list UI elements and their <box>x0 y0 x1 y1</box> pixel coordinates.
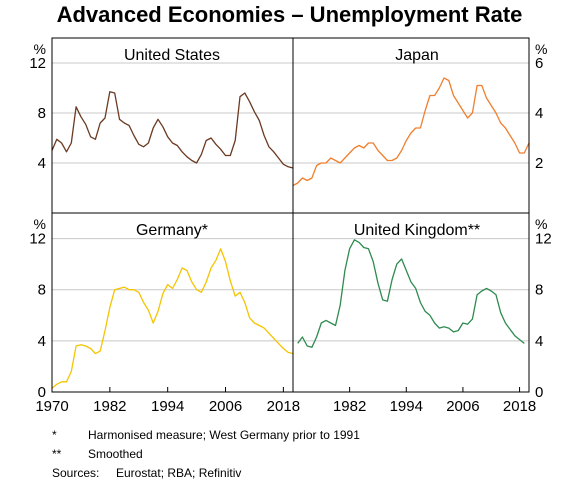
y-tick-label: 4 <box>38 155 46 172</box>
y-tick-label: 8 <box>535 282 543 299</box>
x-tick-label: 1994 <box>151 398 184 415</box>
panel-title: United States <box>124 47 220 64</box>
y-unit-label: % <box>34 216 46 232</box>
series-line <box>51 248 294 389</box>
y-tick-label: 12 <box>29 231 46 248</box>
x-tick-label: 1970 <box>35 398 68 415</box>
footnote-mark: ** <box>52 447 62 461</box>
y-tick-label: 6 <box>535 55 543 72</box>
sources-label: Sources: <box>52 466 100 480</box>
y-tick-label: 4 <box>535 105 543 122</box>
y-unit-label: % <box>535 41 547 57</box>
series-line <box>297 239 525 348</box>
series-line <box>292 77 530 187</box>
panel-title: Japan <box>395 47 439 64</box>
sources-text: Eurostat; RBA; Refinitiv <box>116 466 242 480</box>
x-tick-label: 2006 <box>446 398 479 415</box>
y-unit-label: % <box>34 41 46 57</box>
y-tick-label: 12 <box>29 55 46 72</box>
y-tick-label: 8 <box>38 105 46 122</box>
chart-area: 4 8 12% United States 2 4 6% Japan 0 4 8 12% Germany… <box>29 37 552 415</box>
x-tick-label: 1982 <box>333 398 366 415</box>
x-tick-label: 2018 <box>267 398 300 415</box>
panel-title: Germany* <box>136 222 208 239</box>
y-tick-label: 4 <box>535 333 543 350</box>
x-tick-label: 1982 <box>93 398 126 415</box>
y-tick-label: 12 <box>535 231 552 248</box>
footnote-row: ** Smoothed <box>52 445 360 464</box>
x-tick-label: 2018 <box>503 398 536 415</box>
footnote-text: Harmonised measure; West Germany prior t… <box>88 428 360 442</box>
footnotes: * Harmonised measure; West Germany prior… <box>52 426 360 483</box>
footnote-text: Smoothed <box>88 447 143 461</box>
plot-frame <box>51 37 530 393</box>
y-tick-label: 8 <box>38 282 46 299</box>
y-tick-label: 0 <box>38 384 46 401</box>
y-tick-label: 0 <box>535 384 543 401</box>
x-tick-label: 1994 <box>390 398 423 415</box>
footnote-mark: * <box>52 428 57 442</box>
sources-row: Sources: Eurostat; RBA; Refinitiv <box>52 464 360 483</box>
panel-title: United Kingdom** <box>354 222 480 239</box>
footnote-row: * Harmonised measure; West Germany prior… <box>52 426 360 445</box>
y-tick-label: 2 <box>535 155 543 172</box>
chart-title: Advanced Economies – Unemployment Rate <box>56 2 523 27</box>
series-line <box>51 91 294 169</box>
x-tick-label: 2006 <box>209 398 242 415</box>
y-tick-label: 4 <box>38 333 46 350</box>
y-unit-label: % <box>535 216 547 232</box>
